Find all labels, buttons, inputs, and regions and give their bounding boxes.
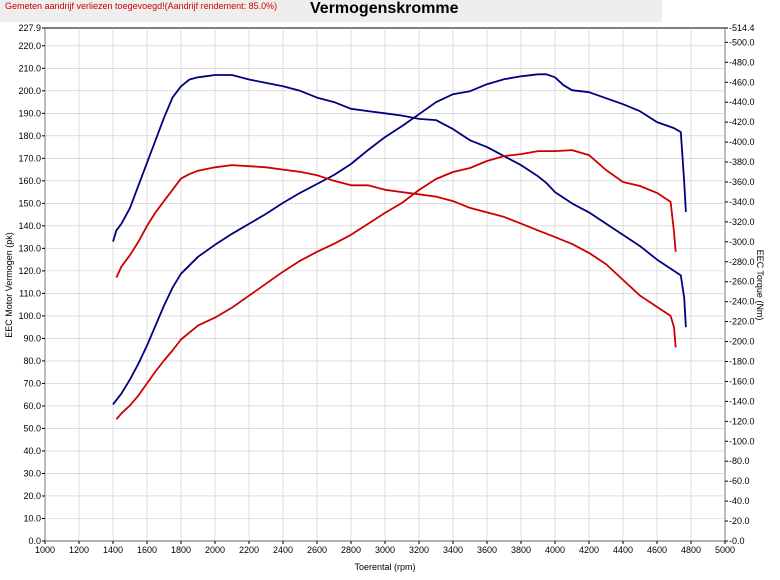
y-left-tick-label: 80.0 xyxy=(23,356,41,366)
y-right-tick-label: -220.0 xyxy=(729,317,755,327)
y-right-tick-label: -460.0 xyxy=(729,77,755,87)
y-left-tick-label: 190.0 xyxy=(18,108,41,118)
y-right-tick-label: -40.0 xyxy=(729,496,750,506)
series-lines xyxy=(112,73,687,420)
y-left-tick-label: 120.0 xyxy=(18,266,41,276)
y-left-tick-label: 70.0 xyxy=(23,378,41,388)
red-power-line xyxy=(115,164,677,348)
top-banner xyxy=(0,0,662,22)
y-right-tick-label: -280.0 xyxy=(729,257,755,267)
x-tick-label: 4400 xyxy=(613,545,633,555)
y-left-tick-label: 110.0 xyxy=(19,288,41,298)
y-left-tick-label: 180.0 xyxy=(18,131,41,141)
y-left-tick-label: 20.0 xyxy=(23,491,41,501)
y-right-tick-label: -320.0 xyxy=(729,217,755,227)
y-left-tick-label: 160.0 xyxy=(18,176,41,186)
y-left-tick-label: 227.9 xyxy=(18,23,41,33)
y-left-tick-label: 50.0 xyxy=(23,423,41,433)
y-right-tick-label: -340.0 xyxy=(729,197,755,207)
y-left-tick-label: 40.0 xyxy=(23,446,41,456)
x-axis-label: Toerental (rpm) xyxy=(354,562,415,572)
y-right-tick-label: -200.0 xyxy=(729,337,755,347)
x-tick-label: 4000 xyxy=(545,545,565,555)
x-tick-label: 4800 xyxy=(681,545,701,555)
drive-loss-note: Gemeten aandrijf verliezen toegevoegd!(A… xyxy=(5,1,278,11)
y-left-tick-label: 170.0 xyxy=(18,153,41,163)
x-tick-label: 1800 xyxy=(171,545,191,555)
x-tick-label: 4600 xyxy=(647,545,667,555)
y-right-tick-label: -0.0 xyxy=(729,536,745,546)
x-tick-label: 1000 xyxy=(35,545,55,555)
x-tick-label: 3000 xyxy=(375,545,395,555)
y-left-tick-label: 210.0 xyxy=(18,63,41,73)
y-right-tick-label: -80.0 xyxy=(729,456,750,466)
x-tick-label: 2400 xyxy=(273,545,293,555)
x-tick-label: 1600 xyxy=(137,545,157,555)
x-tick-label: 3800 xyxy=(511,545,531,555)
chart-title: Vermogenskromme xyxy=(310,0,459,17)
x-tick-label: 3600 xyxy=(477,545,497,555)
blue-power-line xyxy=(112,74,687,328)
x-tick-label: 1200 xyxy=(69,545,89,555)
x-tick-label: 2000 xyxy=(205,545,225,555)
x-tick-label: 3200 xyxy=(409,545,429,555)
y-right-tick-label: -140.0 xyxy=(729,396,755,406)
blue-torque-line xyxy=(112,73,687,405)
x-tick-label: 4200 xyxy=(579,545,599,555)
x-tick-label: 5000 xyxy=(715,545,735,555)
y-right-tick-label: -440.0 xyxy=(729,97,755,107)
y-right-tick-label: -60.0 xyxy=(729,476,750,486)
x-tick-label: 2600 xyxy=(307,545,327,555)
x-tick-label: 1400 xyxy=(103,545,123,555)
y-left-tick-label: 30.0 xyxy=(23,468,41,478)
grid-lines xyxy=(44,28,726,542)
y-right-tick-label: -260.0 xyxy=(729,277,755,287)
y-right-tick-label: -180.0 xyxy=(729,356,755,366)
y-right-tick-label: -160.0 xyxy=(729,376,755,386)
y-right-tick-label: -500.0 xyxy=(729,37,755,47)
x-tick-label: 3400 xyxy=(443,545,463,555)
y-right-tick-label: -100.0 xyxy=(729,436,755,446)
y-right-tick-label: -20.0 xyxy=(729,516,750,526)
y-right-tick-label: -120.0 xyxy=(729,416,755,426)
y-left-tick-label: 220.0 xyxy=(18,41,41,51)
y-left-tick-label: 150.0 xyxy=(18,198,41,208)
y-right-tick-label: -514.4 xyxy=(729,23,755,33)
axis-ticks: 1000 1200 1400 1600 1800 2000 2200 2400 2600 2800… xyxy=(18,23,754,555)
y-right-tick-label: -480.0 xyxy=(729,57,755,67)
y-right-tick-label: -380.0 xyxy=(729,157,755,167)
y-left-tick-label: 60.0 xyxy=(23,401,41,411)
y-right-tick-label: -400.0 xyxy=(729,137,755,147)
y-left-tick-label: 140.0 xyxy=(18,221,41,231)
red-torque-line xyxy=(115,149,677,420)
y-left-tick-label: 100.0 xyxy=(18,311,41,321)
y-left-tick-label: 200.0 xyxy=(18,86,41,96)
y-axis-right-label: EEC Torque (Nm) xyxy=(755,250,765,321)
y-right-tick-label: -420.0 xyxy=(729,117,755,127)
y-left-tick-label: 90.0 xyxy=(23,333,41,343)
y-right-tick-label: -240.0 xyxy=(729,297,755,307)
y-right-tick-label: -360.0 xyxy=(729,177,755,187)
y-right-tick-label: -300.0 xyxy=(729,237,755,247)
y-left-tick-label: 130.0 xyxy=(18,243,41,253)
x-tick-label: 2200 xyxy=(239,545,259,555)
y-axis-left-label: EEC Motor Vermogen (pk) xyxy=(4,232,14,338)
y-left-tick-label: 10.0 xyxy=(23,513,41,523)
x-tick-label: 2800 xyxy=(341,545,361,555)
y-left-tick-label: 0.0 xyxy=(28,536,41,546)
